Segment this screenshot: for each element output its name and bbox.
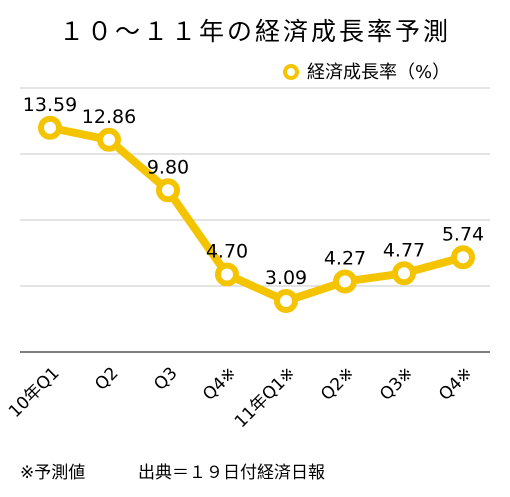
legend-label: 経済成長率（%）: [307, 62, 450, 83]
data-label: 9.80: [147, 156, 189, 178]
data-point: [333, 269, 357, 294]
data-label: 4.70: [206, 240, 248, 262]
data-points: [38, 115, 475, 314]
data-label: 13.59: [23, 94, 77, 116]
chart-title: １０～１１年の経済成長率予測: [59, 17, 451, 46]
data-point: [38, 115, 62, 140]
source-note: 出典＝１９日付経済日報: [138, 463, 325, 483]
data-point: [97, 127, 121, 152]
footnote-predicted: ※予測値: [20, 463, 85, 483]
data-point: [156, 178, 180, 203]
x-tick-label: 10年Q1: [5, 363, 64, 422]
data-point: [392, 261, 416, 286]
data-label: 12.86: [82, 106, 136, 128]
legend-marker: [283, 64, 299, 80]
x-tick-label: Q2※: [317, 363, 358, 404]
x-tick-label: Q3※: [376, 363, 417, 404]
x-tick-label: Q2: [91, 363, 122, 394]
x-tick-labels: 10年Q1 Q2 Q3 Q4※11年Q1※ Q2※ Q3※ Q4※: [5, 363, 477, 432]
legend: 経済成長率（%）: [283, 62, 450, 83]
data-point: [451, 245, 475, 270]
data-point: [215, 262, 239, 287]
x-tick-label: Q3: [150, 363, 181, 394]
x-tick-label: Q4※: [435, 363, 476, 404]
data-label: 4.27: [324, 248, 366, 270]
data-label: 3.09: [265, 267, 307, 289]
data-label: 4.77: [383, 239, 425, 261]
x-tick-label: 11年Q1※: [231, 363, 300, 432]
data-point: [274, 289, 298, 314]
data-label: 5.74: [442, 223, 484, 245]
x-tick-label: Q4※: [199, 363, 240, 404]
